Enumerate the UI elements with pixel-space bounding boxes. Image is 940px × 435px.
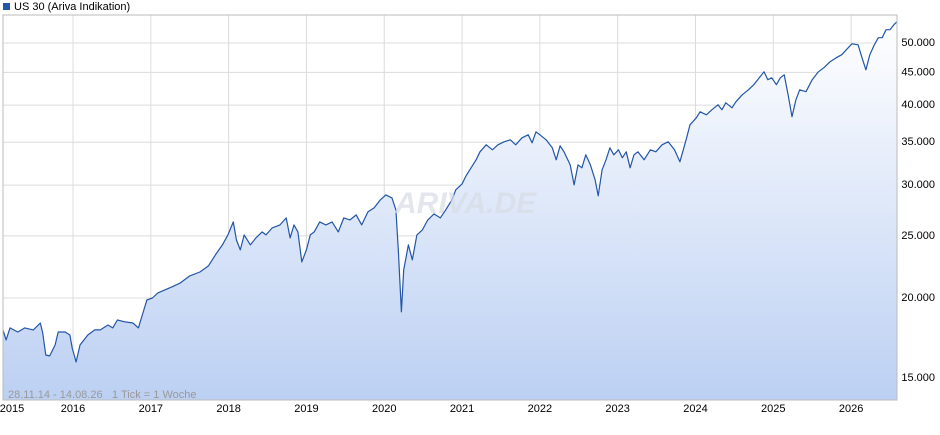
x-tick-label: 2023 xyxy=(605,403,629,415)
x-tick-label: 2025 xyxy=(761,403,785,415)
price-line xyxy=(2,21,898,363)
y-tick-label: 50.000 xyxy=(901,37,935,49)
x-tick-label: 2024 xyxy=(683,403,707,415)
legend-swatch xyxy=(3,3,10,10)
tick-note: 1 Tick = 1 Woche xyxy=(112,389,196,401)
x-tick-label: 2022 xyxy=(528,403,552,415)
area-fill xyxy=(3,21,897,400)
y-tick-label: 15.000 xyxy=(901,372,935,384)
y-tick-label: 25.000 xyxy=(901,230,935,242)
x-tick-label: 2020 xyxy=(372,403,396,415)
y-tick-label: 30.000 xyxy=(901,179,935,191)
y-tick-label: 40.000 xyxy=(901,99,935,111)
plot-frame xyxy=(2,14,898,401)
data-layer xyxy=(2,21,898,400)
x-tick-label: 2015 xyxy=(0,403,24,415)
x-tick-label: 2018 xyxy=(216,403,240,415)
x-tick-label: 2021 xyxy=(450,403,474,415)
x-tick-label: 2017 xyxy=(139,403,163,415)
date-range: 28.11.14 - 14.08.26 xyxy=(8,389,103,401)
y-tick-label: 20.000 xyxy=(901,292,935,304)
y-tick-label: 35.000 xyxy=(901,136,935,148)
y-tick-label: 45.000 xyxy=(901,66,935,78)
legend-label: US 30 (Ariva Indikation) xyxy=(14,1,130,13)
watermark: ARIVA.DE xyxy=(394,187,537,220)
x-tick-label: 2026 xyxy=(839,403,863,415)
x-tick-label: 2016 xyxy=(61,403,85,415)
x-tick-label: 2019 xyxy=(294,403,318,415)
